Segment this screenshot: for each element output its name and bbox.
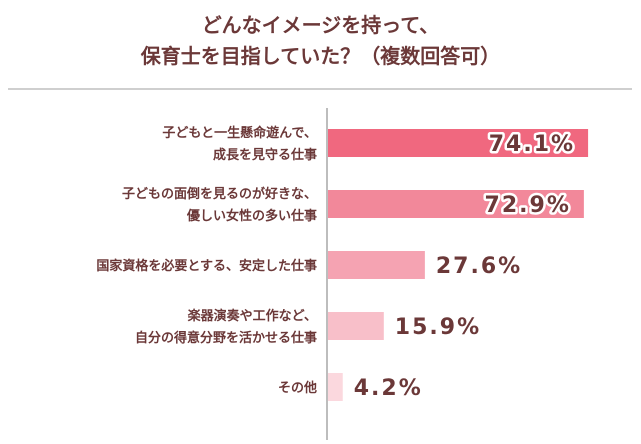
value-label-4: 15.9% [395,315,481,340]
value-label-3: 27.6% [436,254,522,279]
category-label-4-line-1: 楽器演奏や工作など、 [187,308,317,324]
category-label-2-line-2: 優しい女性の多い仕事 [186,208,317,224]
title-divider [8,88,632,90]
category-label-4-line-2: 自分の得意分野を活かせる仕事 [135,330,317,346]
bar-3 [328,251,425,279]
value-label-1: 74.1% [489,132,575,157]
bar-2 [328,190,584,218]
category-label-3-line-1: 国家資格を必要とする、安定した仕事 [96,258,317,274]
bar-5 [328,373,343,401]
bar-4 [328,312,384,340]
chart-title-line-2: 保育士を目指していた？（複数回答可） [140,44,501,68]
chart-title: どんなイメージを持って、 保育士を目指していた？（複数回答可） [0,10,641,72]
value-label-5: 4.2% [354,376,423,401]
category-label-2-line-1: 子どもの面倒を見るのが好きな、 [122,186,317,202]
chart-title-line-1: どんなイメージを持って、 [201,13,440,37]
category-label-5-line-1: その他 [278,380,317,396]
category-label-1-line-1: 子どもと一生懸命遊んで、 [162,125,317,141]
bar-1 [328,129,589,157]
category-label-1-line-2: 成長を見守る仕事 [213,147,317,163]
value-label-2: 72.9% [485,193,571,218]
